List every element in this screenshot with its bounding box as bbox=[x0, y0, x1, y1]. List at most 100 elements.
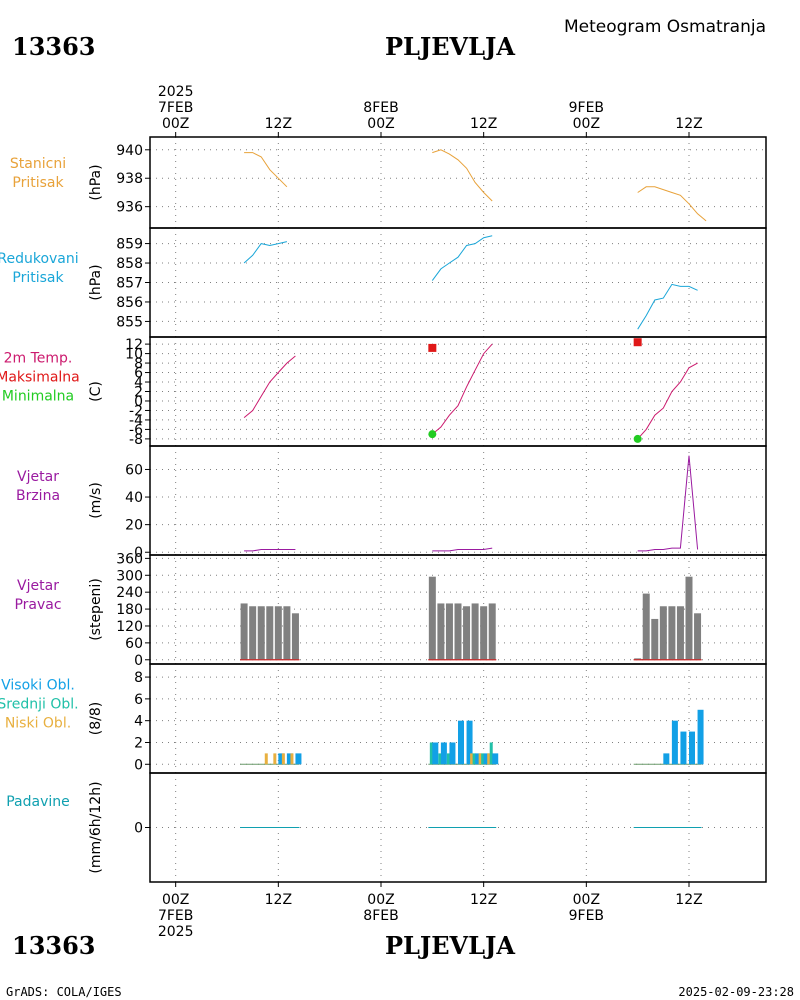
unit-label: (stepeni) bbox=[88, 578, 104, 641]
series-line-station-pressure bbox=[432, 149, 493, 202]
panel-frame bbox=[149, 772, 767, 883]
series-line-temperature bbox=[431, 343, 493, 435]
cloud-bar-low bbox=[264, 753, 268, 765]
series-line-wind-speed bbox=[244, 549, 296, 552]
series-line-station-pressure bbox=[244, 152, 288, 188]
panel-frame bbox=[149, 136, 767, 229]
wind-direction-bar bbox=[471, 603, 479, 660]
bottom-axis-label: 12Z bbox=[675, 892, 702, 908]
y-tick-label: 240 bbox=[116, 585, 143, 601]
top-axis-label: 00Z bbox=[162, 116, 189, 132]
cloud-bar-high bbox=[286, 753, 293, 765]
y-tick-label: 4 bbox=[134, 375, 143, 391]
y-tick-label: -4 bbox=[129, 413, 143, 429]
cloud-bar-mid bbox=[489, 742, 493, 765]
station-id-bottom: 13363 bbox=[12, 931, 96, 960]
cloud-bar-low bbox=[281, 753, 285, 765]
wind-direction-bar bbox=[274, 606, 282, 660]
bottom-axis-label: 7FEB bbox=[158, 908, 193, 924]
y-tick-label: 8 bbox=[134, 356, 143, 372]
panel-clouds: 0 2 4 6 8 Visoki Obl. Srednji Obl. Niski Obl. (8… bbox=[0, 663, 767, 774]
y-tick-label: 859 bbox=[116, 237, 143, 253]
y-tick-label: 6 bbox=[134, 692, 143, 708]
unit-label: (mm/6h/12h) bbox=[88, 781, 104, 873]
y-tick-label: 180 bbox=[116, 602, 143, 618]
parameter-label: Niski Obl. bbox=[5, 716, 71, 732]
wind-direction-bar bbox=[685, 576, 693, 660]
bottom-axis-label: 00Z bbox=[162, 892, 189, 908]
cloud-bar-high bbox=[492, 753, 499, 765]
cloud-bar-low bbox=[290, 753, 294, 765]
station-name-bottom: PLJEVLJA bbox=[385, 931, 515, 960]
parameter-label: Padavine bbox=[6, 794, 70, 810]
wind-direction-bar bbox=[488, 603, 496, 660]
series-line-wind-speed bbox=[637, 455, 699, 552]
y-tick-label: 8 bbox=[134, 670, 143, 686]
parameter-label: Stanicni bbox=[10, 156, 66, 172]
y-tick-label: 938 bbox=[116, 171, 143, 187]
y-tick-label: 857 bbox=[116, 276, 143, 292]
parameter-label: Minimalna bbox=[2, 389, 74, 405]
panel-precipitation: 0 Padavine (mm/6h/12h) bbox=[6, 772, 767, 883]
y-tick-label: 120 bbox=[116, 619, 143, 635]
station-id-top: 13363 bbox=[12, 32, 96, 61]
bottom-axis-label: 00Z bbox=[367, 892, 394, 908]
parameter-label: Srednji Obl. bbox=[0, 697, 79, 713]
panel-station-pressure: 936 938 940 Stanicni Pritisak (hPa) bbox=[10, 136, 767, 229]
top-axis-label: 9FEB bbox=[569, 100, 604, 116]
panel-frame bbox=[149, 336, 767, 447]
y-tick-label: 4 bbox=[134, 714, 143, 730]
wind-direction-bar bbox=[651, 618, 659, 660]
unit-label: (C) bbox=[88, 381, 104, 402]
top-axis-label: 00Z bbox=[573, 116, 600, 132]
y-tick-label: 60 bbox=[125, 636, 143, 652]
wind-direction-bar bbox=[437, 603, 445, 660]
credit-text: GrADS: COLA/IGES bbox=[6, 985, 122, 999]
y-tick-label: 360 bbox=[116, 551, 143, 567]
wind-direction-bar bbox=[668, 606, 676, 660]
max-temp-marker bbox=[428, 343, 437, 352]
cloud-bar-high bbox=[432, 742, 439, 765]
series-line-reduced-pressure bbox=[431, 235, 493, 281]
y-tick-label: 6 bbox=[134, 366, 143, 382]
y-tick-label: 0 bbox=[134, 545, 143, 561]
unit-label: (8/8) bbox=[88, 702, 104, 735]
y-tick-label: 40 bbox=[125, 490, 143, 506]
unit-label: (hPa) bbox=[88, 164, 104, 200]
panel-reduced-pressure: 855 856 857 858 859 Redukovani Pritisak (hPa) bbox=[0, 227, 767, 338]
parameter-label: Visoki Obl. bbox=[1, 678, 75, 694]
wind-direction-bar bbox=[445, 603, 453, 660]
min-temp-marker bbox=[428, 430, 437, 439]
cloud-bar-high bbox=[278, 753, 285, 765]
y-tick-label: 855 bbox=[116, 314, 143, 330]
cloud-bar-high bbox=[663, 753, 670, 765]
y-tick-label: 0 bbox=[134, 757, 143, 773]
y-tick-label: -8 bbox=[129, 432, 143, 448]
y-tick-label: 0 bbox=[134, 653, 143, 669]
y-tick-label: 940 bbox=[116, 143, 143, 159]
top-axis-label: 8FEB bbox=[363, 100, 398, 116]
top-axis-label: 12Z bbox=[470, 116, 497, 132]
cloud-bar-mid bbox=[472, 753, 476, 765]
max-temp-marker bbox=[633, 338, 642, 347]
panel-frame bbox=[149, 227, 767, 338]
y-tick-label: 936 bbox=[116, 200, 143, 216]
cloud-bar-high bbox=[475, 753, 482, 765]
y-tick-label: -6 bbox=[129, 422, 143, 438]
cloud-bar-mid bbox=[429, 742, 433, 765]
cloud-bar-high bbox=[671, 720, 678, 765]
series-line-temperature bbox=[637, 362, 698, 440]
min-temp-marker bbox=[633, 434, 642, 443]
parameter-label: Pritisak bbox=[12, 270, 64, 286]
cloud-bar-high bbox=[689, 731, 695, 765]
top-axis-label: 12Z bbox=[675, 116, 702, 132]
wind-direction-bar bbox=[676, 606, 684, 660]
top-axis-label: 2025 bbox=[158, 84, 194, 100]
cloud-bar-low bbox=[478, 753, 482, 765]
wind-direction-bar bbox=[659, 606, 667, 660]
cloud-bar-mid bbox=[438, 753, 442, 765]
